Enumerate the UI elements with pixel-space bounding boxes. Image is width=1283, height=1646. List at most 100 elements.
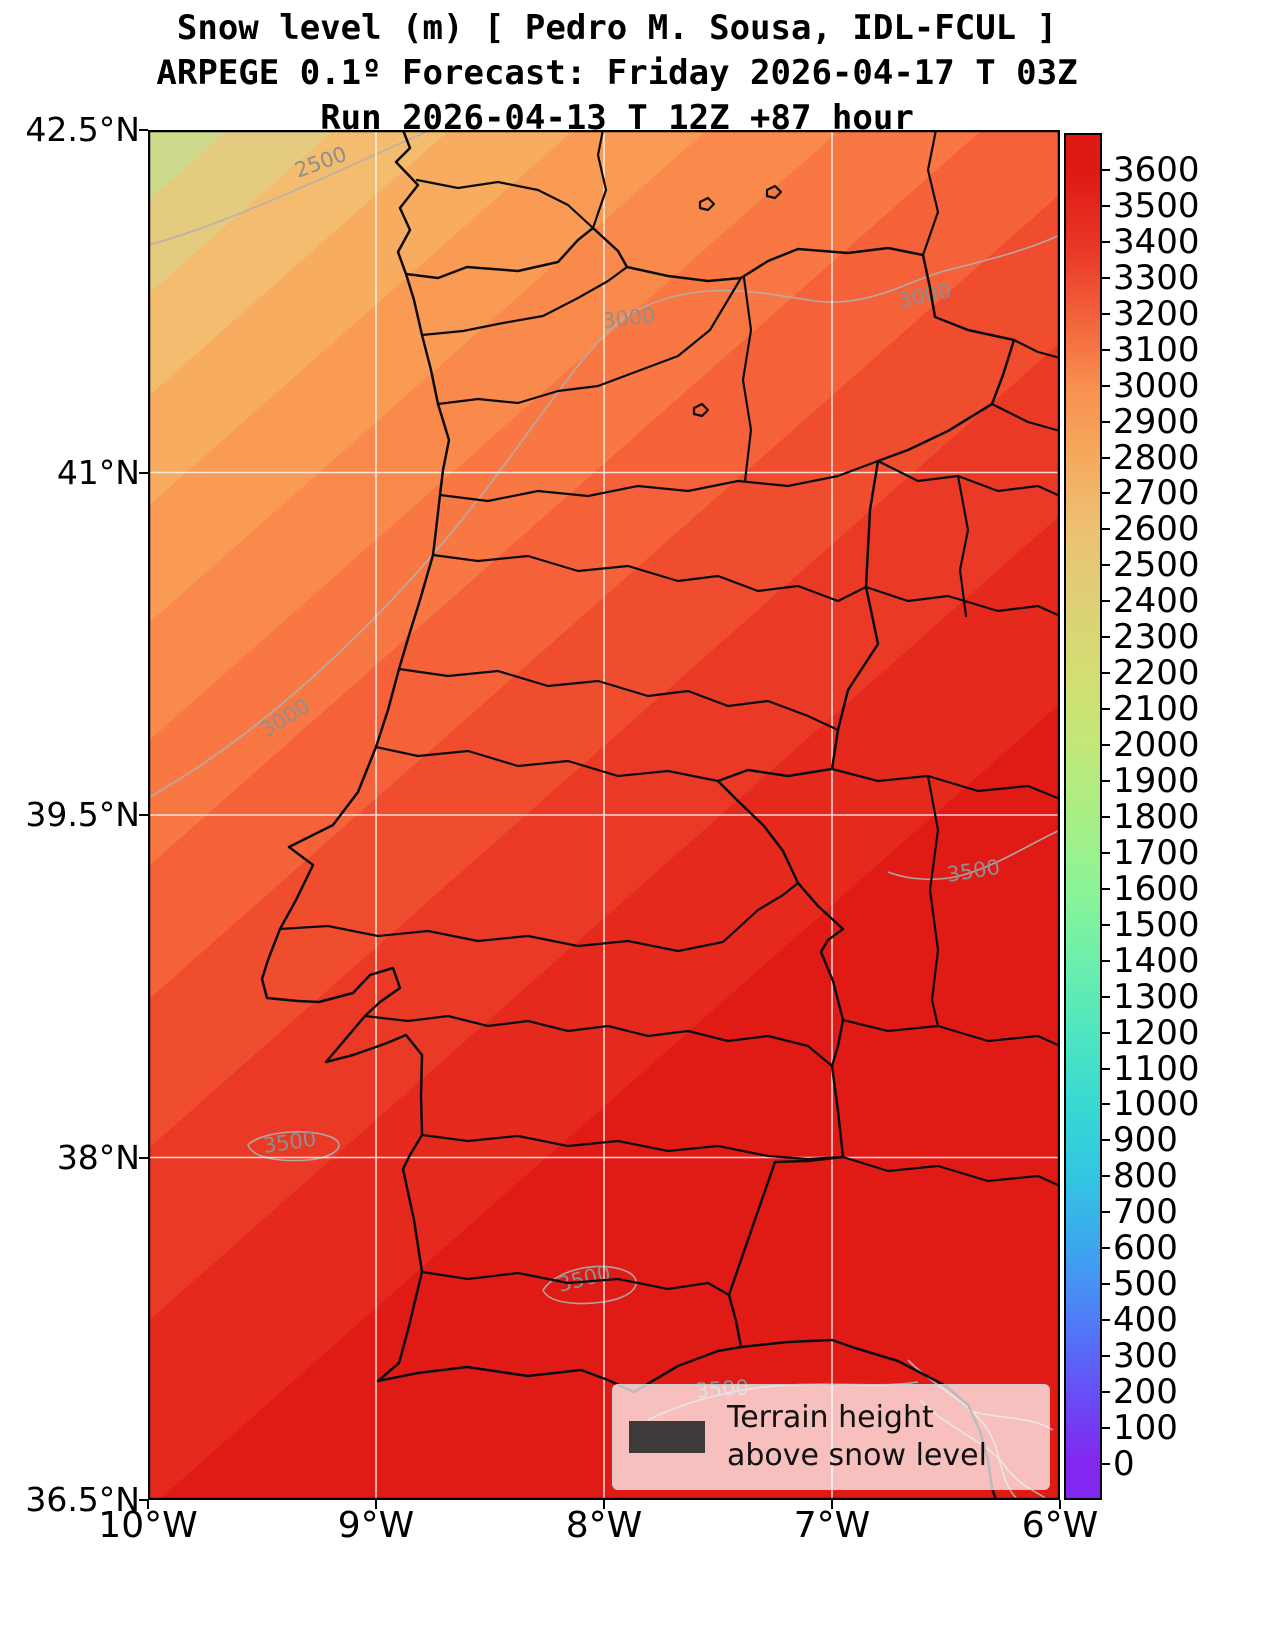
colorbar-tick-label: 2600 xyxy=(1113,509,1200,550)
colorbar-tick-label: 1300 xyxy=(1113,976,1200,1017)
map-legend: Terrain height above snow level xyxy=(612,1384,1050,1490)
colorbar-tick-mark xyxy=(1101,204,1110,207)
graticule-gridlines xyxy=(148,130,1060,1500)
colorbar-tick-label: 1800 xyxy=(1113,796,1200,837)
colorbar-tick-label: 2300 xyxy=(1113,617,1200,658)
colorbar-tick-mark xyxy=(1101,887,1110,890)
colorbar-tick-label: 1200 xyxy=(1113,1012,1200,1053)
district-boundaries xyxy=(278,130,1060,1297)
legend-label-line1: Terrain height xyxy=(727,1400,934,1435)
longitude-tick-label: 6°W xyxy=(1021,1505,1099,1546)
legend-label-line2: above snow level xyxy=(727,1438,987,1473)
colorbar-tick-mark xyxy=(1101,959,1110,962)
colorbar-tick-mark xyxy=(1101,600,1110,603)
colorbar-tick-mark xyxy=(1101,276,1110,279)
map-plot-area: 2500 3000 3000 3000 3500 3500 3500 3500 xyxy=(148,130,1060,1500)
longitude-tick-label: 8°W xyxy=(565,1505,643,1546)
colorbar-tick-mark xyxy=(1101,1247,1110,1250)
latitude-tick-mark xyxy=(139,129,148,131)
colorbar-tick-mark xyxy=(1101,708,1110,711)
colorbar-tick-label: 2200 xyxy=(1113,653,1200,694)
plot-frame xyxy=(148,130,1060,1500)
colorbar-tick-mark xyxy=(1101,384,1110,387)
colorbar-tick-label: 800 xyxy=(1113,1156,1178,1197)
colorbar-tick-mark xyxy=(1101,1319,1110,1322)
longitude-tick-label: 10°W xyxy=(98,1505,198,1546)
longitude-tick-mark xyxy=(147,1500,149,1509)
chart-title: Snow level (m) [ Pedro M. Sousa, IDL-FCU… xyxy=(0,6,1234,141)
snow-level-map: 2500 3000 3000 3000 3500 3500 3500 3500 xyxy=(148,130,1060,1500)
colorbar-tick-mark xyxy=(1101,1211,1110,1214)
colorbar-tick-label: 300 xyxy=(1113,1336,1178,1377)
coastline-and-borders xyxy=(260,130,1016,1500)
colorbar-tick-label: 3500 xyxy=(1113,185,1200,226)
colorbar-tick-label: 1500 xyxy=(1113,904,1200,945)
colorbar-tick-mark xyxy=(1101,1355,1110,1358)
colorbar-tick-label: 1000 xyxy=(1113,1084,1200,1125)
coastline xyxy=(260,130,998,1500)
colorbar-tick-label: 2800 xyxy=(1113,437,1200,478)
colorbar-tick-label: 2400 xyxy=(1113,581,1200,622)
title-line-2: ARPEGE 0.1º Forecast: Friday 2026-04-17 … xyxy=(156,53,1078,93)
colorbar-tick-label: 2700 xyxy=(1113,473,1200,514)
colorbar-tick-mark xyxy=(1101,815,1110,818)
colorbar-tick-mark xyxy=(1101,1175,1110,1178)
longitude-tick-mark xyxy=(603,1500,605,1509)
colorbar-tick-mark xyxy=(1101,744,1110,747)
latitude-tick-mark xyxy=(139,814,148,816)
colorbar-tick-mark xyxy=(1101,1103,1110,1106)
portugal-spain-border xyxy=(404,226,1016,1349)
colorbar-tick-mark xyxy=(1101,528,1110,531)
colorbar-tick-label: 0 xyxy=(1113,1443,1135,1484)
colorbar-tick-label: 1900 xyxy=(1113,760,1200,801)
colorbar-tick-mark xyxy=(1101,420,1110,423)
colorbar-tick-mark xyxy=(1101,1283,1110,1286)
colorbar-tick-label: 1600 xyxy=(1113,868,1200,909)
longitude-tick-label: 7°W xyxy=(793,1505,871,1546)
colorbar-tick-mark xyxy=(1101,1390,1110,1393)
colorbar-tick-label: 3300 xyxy=(1113,257,1200,298)
colorbar-tick-label: 2900 xyxy=(1113,401,1200,442)
colorbar-gradient xyxy=(1066,135,1100,1498)
colorbar-tick-label: 3600 xyxy=(1113,150,1200,190)
colorbar-tick-mark xyxy=(1101,636,1110,639)
colorbar-tick-label: 700 xyxy=(1113,1192,1178,1233)
colorbar-tick-mark xyxy=(1101,240,1110,243)
latitude-tick-label: 39.5°N xyxy=(25,795,140,834)
latitude-tick-label: 42.5°N xyxy=(25,110,140,149)
latitude-tick-mark xyxy=(139,1499,148,1501)
colorbar-tick-mark xyxy=(1101,456,1110,459)
colorbar xyxy=(1064,133,1102,1500)
colorbar-tick-label: 900 xyxy=(1113,1120,1178,1161)
colorbar-tick-label: 1400 xyxy=(1113,940,1200,981)
title-line-1: Snow level (m) [ Pedro M. Sousa, IDL-FCU… xyxy=(176,8,1058,48)
legend-text: Terrain height above snow level xyxy=(727,1399,987,1475)
colorbar-tick-label: 2100 xyxy=(1113,689,1200,730)
colorbar-tick-mark xyxy=(1101,1031,1110,1034)
colorbar-tick-mark xyxy=(1101,672,1110,675)
colorbar-tick-label: 600 xyxy=(1113,1228,1178,1269)
colorbar-tick-mark xyxy=(1101,564,1110,567)
colorbar-tick-label: 500 xyxy=(1113,1264,1178,1305)
colorbar-tick-label: 3200 xyxy=(1113,293,1200,334)
colorbar-tick-label: 200 xyxy=(1113,1371,1178,1412)
longitude-tick-mark xyxy=(831,1500,833,1509)
colorbar-tick-label: 3000 xyxy=(1113,365,1200,406)
latitude-tick-mark xyxy=(139,1156,148,1159)
colorbar-tick-label: 2000 xyxy=(1113,725,1200,766)
longitude-tick-mark xyxy=(375,1500,377,1509)
contour-label-3000-a: 3000 xyxy=(601,304,657,333)
colorbar-tick-mark xyxy=(1101,1426,1110,1429)
colorbar-tick-mark xyxy=(1101,169,1110,171)
latitude-tick-label: 36.5°N xyxy=(25,1480,140,1519)
colorbar-tick-label: 1700 xyxy=(1113,832,1200,873)
colorbar-tick-label: 100 xyxy=(1113,1407,1178,1448)
colorbar-tick-mark xyxy=(1101,779,1110,782)
colorbar-tick-label: 400 xyxy=(1113,1300,1178,1341)
colorbar-tick-label: 3100 xyxy=(1113,329,1200,370)
colorbar-tick-mark xyxy=(1101,492,1110,495)
latitude-tick-mark xyxy=(139,471,148,474)
legend-swatch xyxy=(629,1421,705,1453)
colorbar-tick-mark xyxy=(1101,348,1110,351)
